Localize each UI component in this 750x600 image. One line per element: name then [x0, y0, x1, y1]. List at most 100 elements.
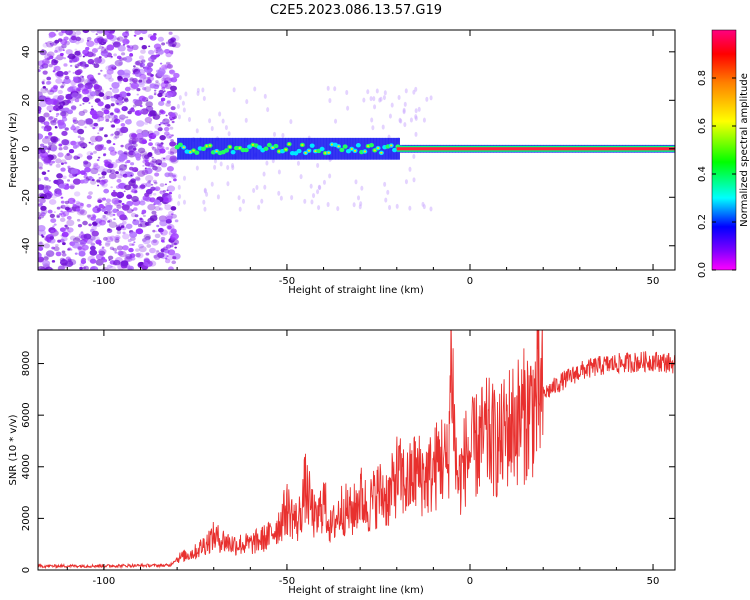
heatmap-noise-point: [78, 110, 85, 116]
heatmap-noise-point: [171, 141, 177, 146]
heatmap-noise-point: [48, 198, 57, 205]
heatmap-noise-point: [100, 69, 103, 72]
heatmap-faint-point: [181, 100, 185, 106]
heatmap-y-label: Frequency (Hz): [8, 112, 19, 188]
heatmap-noise-point: [53, 65, 61, 72]
heatmap-noise-point: [55, 108, 59, 111]
heatmap-noise-point: [65, 30, 73, 36]
heatmap-noise-point: [76, 69, 83, 74]
heatmap-noise-point: [75, 66, 78, 69]
heatmap-band-cell: [300, 137, 304, 160]
heatmap-noise-point: [107, 163, 114, 169]
heatmap-noise-point: [88, 191, 93, 196]
heatmap-noise-point: [77, 223, 83, 228]
heatmap-noise-point: [135, 60, 143, 66]
heatmap-noise-point: [116, 37, 120, 41]
heatmap-faint-point: [354, 179, 358, 185]
heatmap-noise-point: [49, 90, 53, 93]
heatmap-noise-point: [63, 145, 69, 151]
heatmap-noise-point: [109, 87, 113, 90]
heatmap-band-cell: [346, 137, 351, 160]
colorbar-tick-label: 0.0: [697, 262, 708, 278]
heatmap-noise-point: [122, 72, 131, 79]
heatmap-y-tick-label: -20: [21, 189, 32, 205]
heatmap-noise-point: [124, 86, 131, 92]
heatmap-noise-point: [53, 246, 60, 252]
heatmap-noise-point: [163, 48, 170, 54]
heatmap-noise-point: [60, 234, 64, 237]
heatmap-noise-point: [64, 75, 70, 80]
heatmap-noise-point: [40, 149, 46, 154]
heatmap-noise-point: [162, 74, 169, 80]
heatmap-faint-point: [205, 191, 209, 197]
heatmap-band-blob: [296, 148, 302, 154]
heatmap-noise-point: [51, 260, 56, 263]
heatmap-noise-point: [159, 148, 166, 154]
heatmap-noise-point: [153, 199, 161, 205]
heatmap-noise-point: [153, 84, 160, 90]
heatmap-noise-point: [161, 77, 166, 82]
heatmap-noise-point: [162, 197, 169, 202]
heatmap-noise-point: [92, 213, 96, 217]
heatmap-noise-point: [104, 158, 112, 165]
heatmap-band-cell: [361, 137, 365, 160]
heatmap-noise-point: [109, 150, 117, 156]
heatmap-noise-point: [173, 178, 177, 182]
heatmap-noise-point: [125, 40, 130, 44]
heatmap-faint-point: [383, 181, 387, 187]
heatmap-faint-point: [388, 205, 392, 211]
heatmap-noise-point: [171, 213, 177, 219]
heatmap-noise-point: [45, 250, 55, 257]
heatmap-noise-point: [139, 65, 144, 68]
snr-frame: [37, 329, 676, 571]
heatmap-noise-point: [168, 31, 173, 35]
chart-title: C2E5.2023.086.13.57.G19: [270, 3, 442, 18]
heatmap-faint-point: [417, 106, 421, 112]
heatmap-noise-point: [132, 218, 136, 222]
heatmap-noise-point: [60, 167, 66, 172]
heatmap-noise-point: [105, 236, 114, 243]
heatmap-noise-point: [78, 140, 85, 147]
heatmap-noise-point: [153, 43, 162, 50]
heatmap-noise-point: [54, 57, 58, 60]
heatmap-noise-point: [137, 170, 146, 177]
heatmap-noise-point: [154, 82, 161, 87]
heatmap-noise-point: [58, 143, 63, 147]
heatmap-noise-point: [55, 78, 63, 84]
heatmap-noise-point: [101, 208, 106, 213]
heatmap-faint-point: [299, 174, 303, 180]
heatmap-noise-point: [168, 180, 172, 183]
heatmap-faint-point: [277, 190, 281, 196]
heatmap-noise-point: [164, 131, 170, 136]
heatmap-band-cell: [212, 137, 216, 160]
heatmap-noise-point: [169, 77, 174, 82]
snr-y-tick-label: 8000: [21, 351, 32, 376]
heatmap-noise-point: [116, 230, 122, 235]
heatmap-noise-point: [111, 197, 120, 205]
heatmap-noise-point: [52, 225, 55, 228]
heatmap-noise-point: [149, 160, 156, 165]
heatmap-noise-point: [46, 105, 55, 112]
heatmap-noise-point: [170, 238, 179, 246]
heatmap-band-blob: [208, 144, 212, 147]
heatmap-noise-point: [160, 236, 166, 241]
heatmap-noise-point: [63, 71, 69, 76]
heatmap-noise-point: [56, 112, 60, 116]
heatmap-noise-point: [135, 252, 141, 258]
heatmap-noise-point: [152, 165, 158, 171]
heatmap-band-cell: [288, 137, 292, 160]
heatmap-noise-point: [83, 233, 92, 240]
heatmap-noise-point: [147, 56, 155, 62]
heatmap-faint-point: [224, 125, 228, 131]
heatmap-noise-point: [165, 154, 173, 161]
heatmap-noise-point: [77, 135, 81, 139]
heatmap-noise-point: [72, 117, 78, 121]
heatmap-faint-point: [397, 95, 401, 101]
heatmap-noise-point: [75, 36, 82, 42]
heatmap-noise-point: [79, 209, 88, 216]
heatmap-noise-point: [62, 49, 65, 52]
heatmap-noise-point: [84, 64, 89, 68]
snr-panel: -100 -50 0 50 0 2000 4000 6000 8000 Height of st…: [8, 329, 676, 596]
heatmap-noise-point: [117, 183, 122, 187]
heatmap-noise-point: [142, 86, 147, 91]
